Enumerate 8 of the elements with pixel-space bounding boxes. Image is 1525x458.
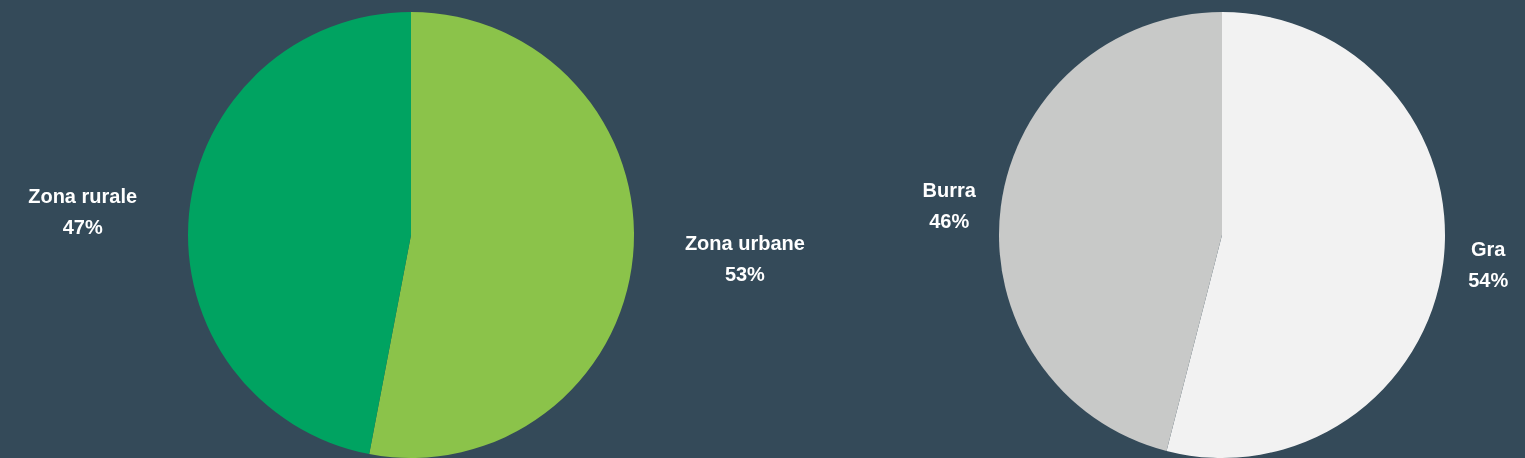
slice-label: Gra [1470,237,1507,260]
slice-label: Burra [922,179,977,202]
data-label: 47% [62,215,103,238]
data-label: 54% [1468,268,1509,291]
data-label: 46% [929,210,970,233]
slice-label: Zona urbane [684,232,805,255]
slice-label: Zona rurale [28,184,138,207]
data-label: 53% [724,263,766,286]
